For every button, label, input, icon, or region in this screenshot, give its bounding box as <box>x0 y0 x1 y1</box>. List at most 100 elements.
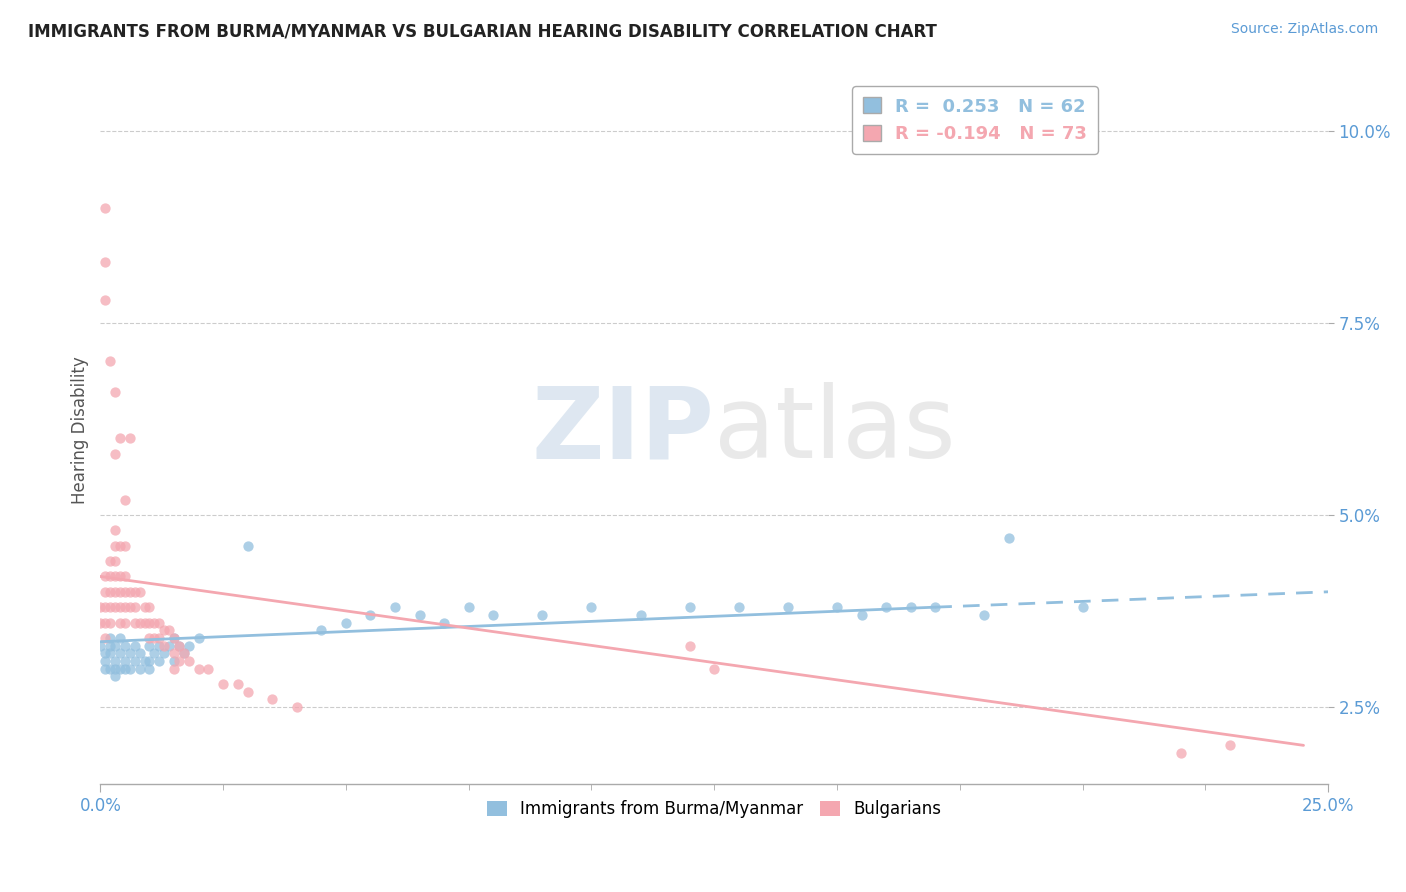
Point <box>98 631 121 645</box>
Point <box>118 584 141 599</box>
Point <box>108 431 131 445</box>
Point <box>108 646 131 660</box>
Text: atlas: atlas <box>714 382 956 479</box>
Point <box>148 639 170 653</box>
Point <box>114 615 136 630</box>
Point <box>177 654 200 668</box>
Point <box>128 584 150 599</box>
Point <box>163 646 186 660</box>
Point <box>226 677 249 691</box>
Point <box>108 569 131 583</box>
Point <box>104 554 127 568</box>
Point <box>236 684 259 698</box>
Point <box>1170 746 1192 760</box>
Point <box>187 631 209 645</box>
Point <box>89 600 111 615</box>
Point <box>173 646 195 660</box>
Point <box>118 646 141 660</box>
Point <box>124 600 146 615</box>
Point <box>98 639 121 653</box>
Point <box>531 607 554 622</box>
Point <box>167 639 190 653</box>
Point <box>94 254 117 268</box>
Point <box>359 607 381 622</box>
Text: IMMIGRANTS FROM BURMA/MYANMAR VS BULGARIAN HEARING DISABILITY CORRELATION CHART: IMMIGRANTS FROM BURMA/MYANMAR VS BULGARI… <box>28 22 936 40</box>
Point <box>118 431 141 445</box>
Point <box>143 615 166 630</box>
Point <box>679 639 702 653</box>
Point <box>285 700 308 714</box>
Point <box>138 654 160 668</box>
Point <box>776 600 799 615</box>
Point <box>98 646 121 660</box>
Point <box>167 639 190 653</box>
Point <box>134 654 156 668</box>
Point <box>98 615 121 630</box>
Point <box>153 623 176 637</box>
Point <box>163 631 186 645</box>
Point <box>98 600 121 615</box>
Point <box>114 584 136 599</box>
Point <box>157 639 180 653</box>
Point <box>114 539 136 553</box>
Point <box>1219 739 1241 753</box>
Point <box>104 539 127 553</box>
Point <box>703 662 725 676</box>
Point <box>104 447 127 461</box>
Point <box>94 569 117 583</box>
Point <box>1071 600 1094 615</box>
Point <box>94 646 117 660</box>
Point <box>143 646 166 660</box>
Point <box>98 662 121 676</box>
Point <box>924 600 946 615</box>
Point <box>108 539 131 553</box>
Point <box>153 639 176 653</box>
Point <box>212 677 235 691</box>
Point <box>108 631 131 645</box>
Point <box>128 615 150 630</box>
Point <box>124 584 146 599</box>
Point <box>384 600 406 615</box>
Point <box>94 600 117 615</box>
Point <box>89 615 111 630</box>
Point <box>94 584 117 599</box>
Point <box>998 531 1021 545</box>
Point <box>197 662 219 676</box>
Point <box>148 631 170 645</box>
Point <box>114 662 136 676</box>
Point <box>124 615 146 630</box>
Point <box>148 615 170 630</box>
Point <box>408 607 430 622</box>
Point <box>311 623 333 637</box>
Point <box>108 584 131 599</box>
Point <box>177 639 200 653</box>
Point <box>98 554 121 568</box>
Y-axis label: Hearing Disability: Hearing Disability <box>72 357 89 505</box>
Point <box>138 662 160 676</box>
Point <box>138 639 160 653</box>
Point <box>875 600 897 615</box>
Point <box>124 654 146 668</box>
Point <box>94 615 117 630</box>
Point <box>104 600 127 615</box>
Point <box>98 584 121 599</box>
Point <box>727 600 749 615</box>
Legend: Immigrants from Burma/Myanmar, Bulgarians: Immigrants from Burma/Myanmar, Bulgarian… <box>481 794 948 825</box>
Point <box>114 569 136 583</box>
Point <box>104 569 127 583</box>
Point <box>138 600 160 615</box>
Point <box>138 631 160 645</box>
Point <box>104 654 127 668</box>
Point <box>163 662 186 676</box>
Point <box>114 639 136 653</box>
Point <box>104 662 127 676</box>
Point <box>94 631 117 645</box>
Point <box>825 600 848 615</box>
Point <box>108 615 131 630</box>
Point <box>163 631 186 645</box>
Point <box>89 639 111 653</box>
Point <box>118 662 141 676</box>
Point <box>630 607 652 622</box>
Text: Source: ZipAtlas.com: Source: ZipAtlas.com <box>1230 22 1378 37</box>
Point <box>335 615 357 630</box>
